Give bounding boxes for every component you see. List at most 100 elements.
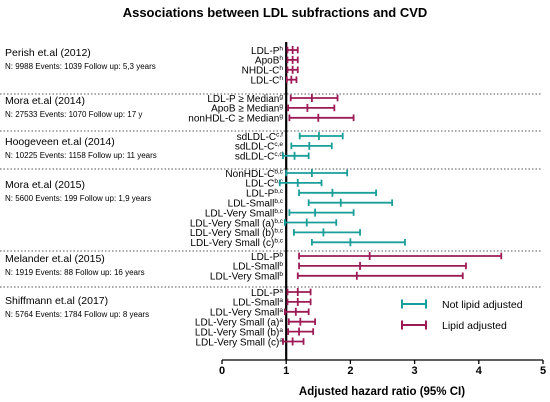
row-label: LDL-Very Smallb: [210, 271, 283, 283]
row-label-text: LDL-Very Small (a): [190, 218, 274, 229]
row-label-text: LDL-C: [250, 76, 279, 87]
study-name: Melander et.al (2015): [5, 253, 105, 265]
chart-title: Associations between LDL subfractions an…: [123, 5, 428, 20]
row-label-superscript: b: [279, 251, 283, 258]
x-tick-label: 1: [283, 365, 289, 377]
row-label-superscript: h: [279, 75, 283, 82]
row-label-text: NHDL-C: [242, 66, 280, 77]
row-label: LDL-Very Small (b)a: [195, 327, 283, 339]
row-label-text: LDL-Very Small (c): [195, 337, 279, 348]
study-name: Shiffmann et.al (2017): [5, 295, 108, 307]
row-label-text: LDL-P ≥ Median: [207, 94, 279, 105]
row-label: LDL-Pb: [251, 251, 283, 263]
row-label-text: ApoB ≥ Median: [211, 104, 279, 115]
row-label: LDL-Smallb,c: [228, 198, 284, 210]
x-tick-label: 5: [540, 365, 546, 377]
row-label: LDL-P ≥ Mediang: [207, 93, 283, 105]
row-label-superscript: b,c: [274, 218, 283, 225]
row-label-superscript: b,c: [274, 228, 283, 235]
row-label: ApoBh: [255, 55, 283, 66]
row-label-text: LDL-Very Small (a): [195, 318, 279, 329]
row-label-superscript: b,c: [274, 208, 283, 215]
row-label-superscript: a: [279, 327, 283, 334]
row-label: NonHDL-Cb,c: [225, 168, 283, 180]
row-label-superscript: b: [279, 261, 283, 268]
study-info: N: 27533 Events: 1070 Follow up: 17 y: [5, 110, 142, 119]
row-label: LDL-Ch: [250, 75, 283, 87]
row-label-superscript: a: [279, 307, 283, 314]
row-label-superscript: h: [279, 65, 283, 72]
row-label-superscript: c,d: [274, 151, 283, 158]
row-label: LDL-Very Small (a)b,c: [190, 218, 284, 230]
row-label: sdLDL-Cc,f: [237, 131, 284, 143]
row-label-superscript: b,c: [274, 168, 283, 175]
x-tick-label: 2: [347, 365, 353, 377]
row-label: LDL-Pb,c: [246, 188, 284, 200]
row-label-superscript: g: [279, 103, 283, 110]
x-tick-label: 3: [412, 365, 418, 377]
row-label-superscript: c,e: [274, 141, 283, 148]
legend-label: Lipid adjusted: [442, 320, 507, 332]
row-label-text: LDL-Small: [233, 262, 280, 273]
row-label-superscript: b,c: [274, 188, 283, 195]
study-info: N: 1919 Events: 88 Follow up: 16 years: [5, 268, 145, 277]
row-label-superscript: c,f: [276, 131, 283, 138]
row-label-text: sdLDL-C: [237, 132, 276, 143]
row-label-text: nonHDL-C ≥ Median: [188, 114, 279, 125]
row-label: LDL-Smalla: [233, 297, 284, 309]
study-name: Perish et.al (2012): [5, 47, 91, 59]
row-label-text: LDL-P: [251, 288, 280, 299]
row-label-text: LDL-Very Small: [205, 208, 274, 219]
row-label: LDL-Very Small (b)b,c: [190, 228, 284, 240]
row-label-text: LDL-Very Small (b): [195, 327, 279, 338]
row-label: LDL-Very Smalla: [210, 307, 283, 319]
row-label-superscript: h: [279, 45, 283, 52]
study-info: N: 5600 Events: 199 Follow up: 1,9 years: [5, 194, 151, 203]
study-info: N: 5764 Events: 1784 Follow up: 8 years: [5, 310, 149, 319]
row-label-text: LDL-P: [246, 189, 275, 200]
row-label: LDL-Ph: [251, 45, 283, 57]
row-label-superscript: a: [279, 317, 283, 324]
row-label: sdLDL-Cc,d: [235, 151, 284, 163]
row-label-text: LDL-P: [251, 252, 280, 263]
row-label-superscript: b,c: [274, 238, 283, 245]
study-name: Mora et.al (2015): [5, 179, 85, 191]
row-label-text: sdLDL-C: [235, 142, 274, 153]
row-label-superscript: g: [279, 93, 283, 100]
row-label-superscript: a: [279, 297, 283, 304]
row-label: LDL-Very Smallb,c: [205, 208, 284, 220]
study-info: N: 9988 Events: 1039 Follow up: 5,3 year…: [5, 62, 156, 71]
row-label-text: NonHDL-C: [225, 169, 274, 180]
row-label-text: LDL-Small: [233, 298, 280, 309]
row-label: LDL-Smallb: [233, 261, 284, 273]
row-label-text: LDL-P: [251, 46, 280, 57]
row-label-text: LDL-Very Small: [210, 308, 279, 319]
row-label: nonHDL-C ≥ Mediang: [188, 113, 283, 125]
x-tick-label: 4: [476, 365, 483, 377]
row-label: ApoB ≥ Mediang: [211, 103, 283, 115]
row-label-text: LDL-Small: [228, 199, 275, 210]
row-label-superscript: a: [279, 337, 283, 344]
row-label: LDL-Very Small (c)b,c: [190, 238, 283, 250]
row-label-superscript: b: [279, 271, 283, 278]
row-label-text: LDL-C: [245, 179, 274, 190]
row-label-text: LDL-Very Small: [210, 272, 279, 283]
row-label-text: LDL-Very Small (b): [190, 228, 274, 239]
row-label-superscript: h: [279, 55, 283, 62]
row-label-superscript: g: [279, 113, 283, 120]
row-label-text: LDL-Very Small (c): [190, 238, 274, 249]
row-label: LDL-Very Small (c)a: [195, 337, 283, 349]
row-label: NHDL-Ch: [242, 65, 284, 77]
x-tick-label: 0: [219, 365, 225, 377]
row-label: LDL-Pa: [251, 287, 283, 299]
row-label-text: ApoB: [255, 56, 280, 67]
row-label: LDL-Very Small (a)a: [195, 317, 283, 329]
row-label-superscript: a: [279, 287, 283, 294]
legend-label: Not lipid adjusted: [442, 299, 523, 311]
study-info: N: 10225 Events: 1158 Follow up: 11 year…: [5, 151, 157, 160]
study-name: Hoogeveen et.al (2014): [5, 136, 115, 148]
study-name: Mora et.al (2014): [5, 95, 85, 107]
row-label-text: sdLDL-C: [235, 152, 274, 163]
row-label: sdLDL-Cc,e: [235, 141, 284, 153]
